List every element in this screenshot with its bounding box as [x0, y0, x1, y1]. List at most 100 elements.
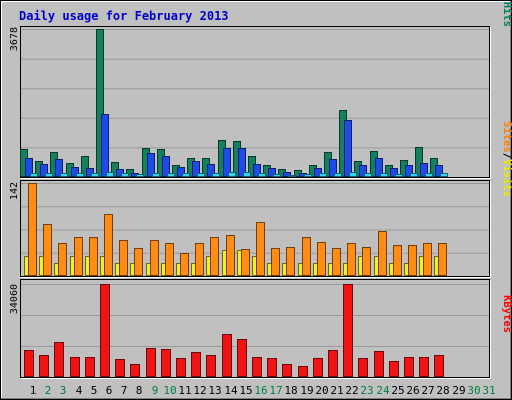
- x-label-day-5: 5: [91, 384, 98, 397]
- hits-bar-files-day-10: [162, 156, 170, 177]
- kbytes-legend-part-0: KBytes: [501, 295, 512, 333]
- hits-bar-files-day-4: [71, 167, 79, 177]
- hits-bar-pages-day-13: [212, 173, 220, 177]
- hits-bar-files-day-3: [55, 159, 63, 177]
- hits-bar-files-day-5: [86, 168, 94, 177]
- chart-title: Daily usage for February 2013: [19, 9, 229, 23]
- visits-legend-part-2: Visits: [501, 159, 512, 197]
- hits-bar-files-day-9: [147, 153, 155, 177]
- hits-bar-pages-day-2: [45, 173, 53, 177]
- hits-bar-files-day-25: [390, 168, 398, 177]
- kbytes-bar-kbytes-day-15: [237, 339, 247, 377]
- visits-bar-sites-day-24: [378, 231, 387, 276]
- hits-bar-pages-day-19: [304, 174, 312, 177]
- kbytes-bar-kbytes-day-26: [404, 357, 414, 377]
- visits-bar-sites-day-17: [271, 248, 280, 276]
- hits-bar-pages-day-1: [30, 173, 38, 177]
- hits-bar-hits-day-27: [415, 147, 423, 177]
- x-label-day-2: 2: [45, 384, 52, 397]
- x-label-day-30: 30: [467, 384, 480, 397]
- kbytes-bar-kbytes-day-19: [298, 366, 308, 377]
- x-label-day-24: 24: [376, 384, 390, 397]
- hits-bar-files-day-27: [420, 163, 428, 177]
- visits-bar-sites-day-19: [302, 237, 311, 276]
- kbytes-bar-kbytes-day-21: [328, 350, 338, 377]
- hits-bar-files-day-17: [268, 168, 276, 177]
- kbytes-bar-kbytes-day-12: [191, 352, 201, 377]
- x-label-day-17: 17: [269, 384, 282, 397]
- hits-bar-hits-day-6: [96, 29, 104, 177]
- visits-bar-sites-day-4: [74, 237, 83, 276]
- hits-bar-files-day-18: [283, 172, 291, 177]
- kbytes-bar-kbytes-day-17: [267, 358, 277, 377]
- panel-kbytes-gridlines: [21, 284, 489, 347]
- x-label-day-21: 21: [330, 384, 343, 397]
- visits-legend-part-0: Sites: [501, 121, 512, 153]
- panel-kbytes-legend: KBytes: [501, 295, 512, 333]
- visits-bar-sites-day-14: [226, 235, 235, 276]
- visits-bar-sites-day-16: [256, 222, 265, 276]
- kbytes-bar-kbytes-day-1: [24, 350, 34, 377]
- hits-bar-files-day-1: [25, 158, 33, 177]
- hits-bar-pages-day-14: [228, 172, 236, 177]
- x-label-day-12: 12: [193, 384, 206, 397]
- kbytes-bar-kbytes-day-10: [161, 349, 171, 377]
- panel-hits-max-label: 3678: [9, 27, 20, 51]
- x-label-day-29: 29: [452, 384, 465, 397]
- hits-bar-files-day-12: [192, 161, 200, 177]
- visits-bar-sites-day-3: [58, 243, 67, 276]
- x-label-day-9: 9: [152, 384, 159, 397]
- x-label-day-4: 4: [76, 384, 83, 397]
- visits-bar-sites-day-13: [210, 237, 219, 276]
- kbytes-bar-kbytes-day-25: [389, 361, 399, 377]
- hits-bar-pages-day-3: [60, 173, 68, 177]
- x-label-day-6: 6: [106, 384, 113, 397]
- kbytes-bar-kbytes-day-23: [358, 358, 368, 377]
- hits-bar-files-day-15: [238, 148, 246, 177]
- x-label-day-13: 13: [208, 384, 221, 397]
- hits-bar-pages-day-7: [121, 173, 129, 177]
- x-label-day-3: 3: [60, 384, 67, 397]
- panel-hits-legend: Pages/Files/Hits: [501, 0, 512, 27]
- x-label-day-18: 18: [284, 384, 297, 397]
- visits-bar-sites-day-22: [347, 243, 356, 276]
- kbytes-bar-kbytes-day-14: [222, 334, 232, 377]
- hits-bar-files-day-6: [101, 114, 109, 177]
- hits-bar-pages-day-5: [91, 173, 99, 177]
- visits-bar-sites-day-7: [119, 240, 128, 276]
- hits-bar-pages-day-4: [76, 173, 84, 177]
- kbytes-bar-kbytes-day-13: [206, 355, 216, 377]
- hits-bar-pages-day-17: [273, 174, 281, 177]
- kbytes-bar-kbytes-day-28: [434, 355, 444, 377]
- hits-bar-pages-day-20: [319, 173, 327, 177]
- hits-bar-pages-day-18: [288, 175, 296, 177]
- kbytes-bar-kbytes-day-24: [374, 351, 384, 377]
- x-label-day-15: 15: [239, 384, 252, 397]
- visits-bar-sites-day-1: [28, 183, 37, 276]
- hits-bar-files-day-16: [253, 164, 261, 177]
- hits-bar-pages-day-12: [197, 173, 205, 177]
- x-label-day-31: 31: [482, 384, 495, 397]
- x-label-day-27: 27: [421, 384, 434, 397]
- kbytes-bar-kbytes-day-7: [115, 359, 125, 377]
- panel-hits-bars: [20, 29, 448, 177]
- visits-bar-sites-day-6: [104, 214, 113, 276]
- kbytes-bar-kbytes-day-20: [313, 358, 323, 377]
- panel-visits-legend: Sites/Visits: [501, 121, 512, 197]
- hits-bar-files-day-2: [40, 164, 48, 177]
- kbytes-bar-kbytes-day-22: [343, 284, 353, 377]
- hits-bar-files-day-20: [314, 168, 322, 177]
- kbytes-bar-kbytes-day-6: [100, 284, 110, 377]
- visits-bar-sites-day-20: [317, 242, 326, 276]
- x-label-day-19: 19: [300, 384, 313, 397]
- x-label-day-7: 7: [121, 384, 128, 397]
- hits-legend-part-3: /: [501, 0, 512, 2]
- panel-kbytes-bars: [24, 284, 444, 377]
- hits-bar-pages-day-10: [167, 173, 175, 177]
- hits-bar-pages-day-8: [136, 174, 144, 177]
- visits-legend-part-1: /: [501, 153, 512, 159]
- kbytes-bar-kbytes-day-9: [146, 348, 156, 377]
- x-label-day-20: 20: [315, 384, 328, 397]
- panel-visits: 142 Sites/Visits: [9, 121, 512, 278]
